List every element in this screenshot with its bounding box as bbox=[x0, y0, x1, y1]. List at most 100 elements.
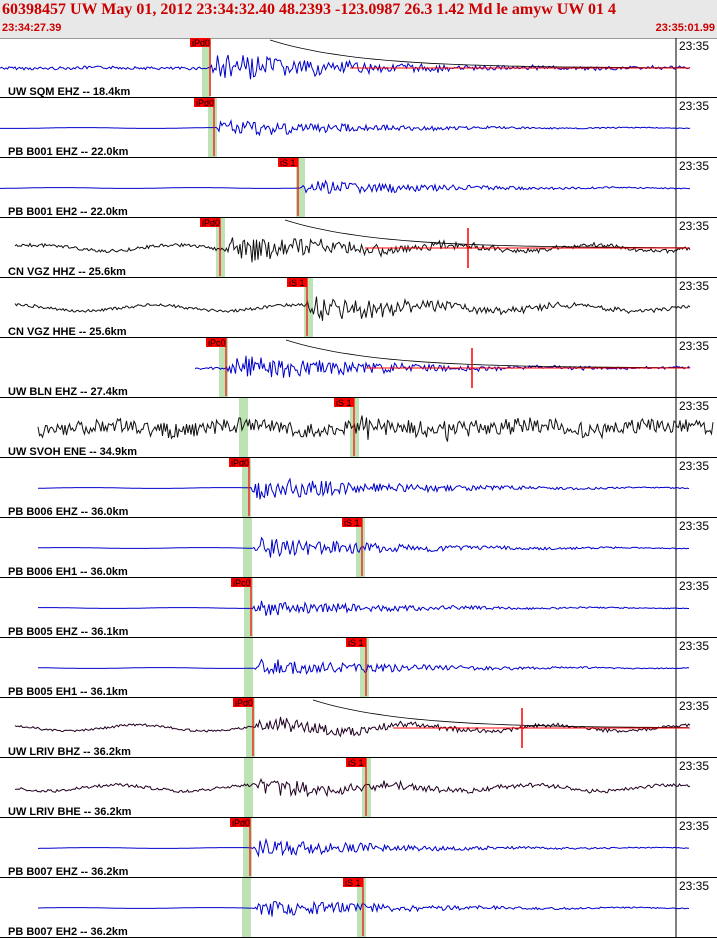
trace-row: 23:35 iPc0 PB B005 EHZ -- 36.1km bbox=[0, 578, 717, 638]
pick-flag bbox=[190, 38, 210, 47]
pick-label: iS 1 bbox=[289, 278, 305, 288]
time-tick-label: 23:35 bbox=[679, 639, 709, 653]
pick-label: iPd0 bbox=[232, 818, 250, 828]
time-tick-label: 23:35 bbox=[679, 759, 709, 773]
pick-label: iPd0 bbox=[202, 218, 220, 228]
time-tick-label: 23:35 bbox=[679, 99, 709, 113]
trace-row: 23:35 iS 1 CN VGZ HHE -- 25.6km bbox=[0, 278, 717, 338]
pick-flag bbox=[231, 578, 251, 587]
pick-label: iPd0 bbox=[196, 98, 214, 108]
time-tick-label: 23:35 bbox=[679, 399, 709, 413]
pick-flag bbox=[346, 758, 366, 767]
coda-curve bbox=[284, 219, 686, 249]
s-pick-band bbox=[360, 638, 369, 698]
station-label: UW SQM EHZ -- 18.4km bbox=[8, 86, 130, 98]
trace-row: 23:35 iPd0 UW LRIV BHZ -- 36.2km bbox=[0, 698, 717, 758]
pick-flag bbox=[346, 638, 366, 647]
waveform bbox=[14, 237, 691, 263]
trace-row: 23:35 iS 1 PB B001 EH2 -- 22.0km bbox=[0, 158, 717, 218]
time-tick-label: 23:35 bbox=[679, 819, 709, 833]
waveform bbox=[38, 477, 690, 500]
station-label: PB B001 EHZ -- 22.0km bbox=[8, 146, 129, 158]
trace-row: 23:35 iS 1 PB B005 EH1 -- 36.1km bbox=[0, 638, 717, 698]
pick-flag bbox=[233, 698, 253, 707]
coda-curve bbox=[312, 699, 690, 728]
station-label: UW BLN EHZ -- 27.4km bbox=[8, 386, 128, 398]
p-pick-band bbox=[246, 698, 255, 758]
pick-label: iS 1 bbox=[345, 878, 361, 888]
trace-row: 23:35 iPd0 PB B006 EHZ -- 36.0km bbox=[0, 458, 717, 518]
pick-flag bbox=[343, 878, 363, 887]
time-tick-label: 23:35 bbox=[679, 39, 709, 53]
pick-flag bbox=[230, 818, 250, 827]
time-tick-label: 23:35 bbox=[679, 219, 709, 233]
window-end-time: 23:35:01.99 bbox=[655, 22, 715, 34]
waveform bbox=[14, 777, 691, 798]
pick-label: iS 1 bbox=[344, 518, 360, 528]
station-label: UW LRIV BHE -- 36.2km bbox=[8, 806, 132, 818]
pick-label: iS 1 bbox=[348, 638, 364, 648]
trace-row: 23:35 iS 1 PB B006 EH1 -- 36.0km bbox=[0, 518, 717, 578]
trace-row: 23:35 iS 1 UW LRIV BHE -- 36.2km bbox=[0, 758, 717, 818]
pick-flag bbox=[200, 218, 220, 227]
time-tick-label: 23:35 bbox=[679, 579, 709, 593]
time-tick-label: 23:35 bbox=[679, 519, 709, 533]
pick-flag bbox=[206, 338, 226, 347]
pick-label: iS 1 bbox=[336, 398, 352, 408]
pick-flag bbox=[229, 458, 249, 467]
p-pick-band bbox=[219, 338, 228, 398]
p-pick-band bbox=[239, 398, 248, 458]
coda-curve bbox=[285, 339, 687, 369]
waveform bbox=[0, 119, 691, 137]
trace-row: 23:35 iPd0 PB B001 EHZ -- 22.0km bbox=[0, 98, 717, 158]
waveform bbox=[38, 837, 690, 858]
waveform bbox=[194, 355, 691, 378]
pick-flag bbox=[342, 518, 362, 527]
pick-label: iPd0 bbox=[231, 458, 249, 468]
trace-row: 23:35 iS 1 PB B007 EH2 -- 36.2km bbox=[0, 878, 717, 938]
pick-flag bbox=[278, 158, 298, 167]
trace-row: 23:35 iPd0 UW SQM EHZ -- 18.4km bbox=[0, 38, 717, 98]
coda-curve bbox=[269, 39, 686, 69]
window-start-time: 23:34:27.39 bbox=[2, 22, 62, 34]
pick-flag bbox=[287, 278, 307, 287]
trace-row: 23:35 iS 1 UW SVOH ENE -- 34.9km bbox=[0, 398, 717, 458]
time-tick-label: 23:35 bbox=[679, 459, 709, 473]
station-label: PB B005 EH1 -- 36.1km bbox=[8, 686, 128, 698]
pick-flag bbox=[194, 98, 214, 107]
time-tick-label: 23:35 bbox=[679, 159, 709, 173]
pick-label: iS 1 bbox=[280, 158, 296, 168]
station-label: PB B006 EHZ -- 36.0km bbox=[8, 506, 129, 518]
pick-label: iS 1 bbox=[348, 758, 364, 768]
station-label: UW LRIV BHZ -- 36.2km bbox=[8, 746, 131, 758]
waveform bbox=[37, 415, 714, 442]
pick-label: iPc0 bbox=[208, 338, 226, 348]
station-label: CN VGZ HHZ -- 25.6km bbox=[8, 266, 126, 278]
event-title: 60398457 UW May 01, 2012 23:34:32.40 48.… bbox=[2, 1, 617, 18]
trace-row: 23:35 iPc0 UW BLN EHZ -- 27.4km bbox=[0, 338, 717, 398]
trace-row: 23:35 iPd0 PB B007 EHZ -- 36.2km bbox=[0, 818, 717, 878]
time-tick-label: 23:35 bbox=[679, 339, 709, 353]
waveform bbox=[37, 536, 690, 558]
p-pick-band bbox=[244, 758, 253, 818]
time-tick-label: 23:35 bbox=[679, 699, 709, 713]
station-label: UW SVOH ENE -- 34.9km bbox=[8, 446, 137, 458]
pick-flag bbox=[334, 398, 354, 407]
event-header: 60398457 UW May 01, 2012 23:34:32.40 48.… bbox=[0, 0, 717, 39]
pick-label: iPd0 bbox=[235, 698, 253, 708]
pick-label: iPc0 bbox=[233, 578, 251, 588]
s-pick-band bbox=[357, 878, 366, 938]
waveform bbox=[0, 179, 691, 195]
station-label: PB B007 EH2 -- 36.2km bbox=[8, 926, 128, 938]
station-label: PB B007 EHZ -- 36.2km bbox=[8, 866, 129, 878]
time-tick-label: 23:35 bbox=[679, 879, 709, 893]
trace-panel[interactable]: 23:35 iPd0 UW SQM EHZ -- 18.4km 23:35 iPd0 PB… bbox=[0, 38, 717, 938]
waveform bbox=[38, 658, 690, 675]
station-label: PB B001 EH2 -- 22.0km bbox=[8, 206, 128, 218]
time-tick-label: 23:35 bbox=[679, 279, 709, 293]
station-label: PB B005 EHZ -- 36.1km bbox=[8, 626, 129, 638]
station-label: PB B006 EH1 -- 36.0km bbox=[8, 566, 128, 578]
pick-label: iPd0 bbox=[192, 38, 210, 48]
waveform bbox=[38, 600, 689, 616]
